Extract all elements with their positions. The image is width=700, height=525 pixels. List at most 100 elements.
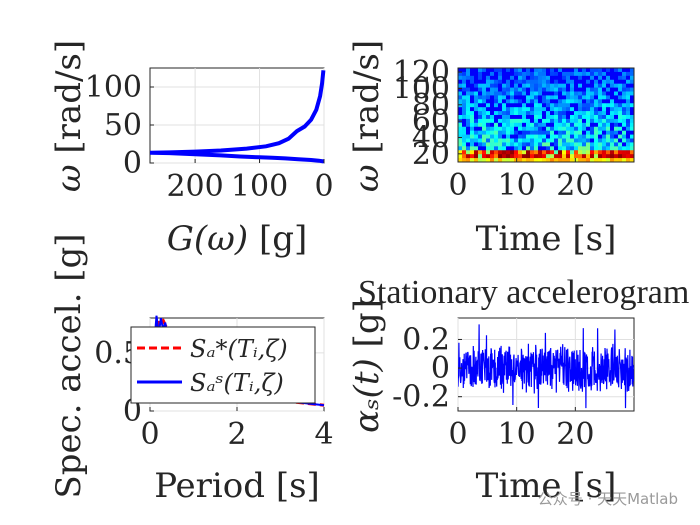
scalogram-cell bbox=[598, 99, 603, 104]
scalogram-cell bbox=[578, 154, 583, 159]
scalogram-cell bbox=[518, 95, 523, 100]
scalogram-cell bbox=[498, 150, 503, 155]
scalogram-cell bbox=[606, 134, 611, 140]
scalogram-cell bbox=[506, 75, 511, 81]
scalogram-cell bbox=[562, 158, 567, 162]
scalogram-cell bbox=[498, 103, 503, 108]
scalogram-cell bbox=[622, 68, 627, 73]
scalogram-cell bbox=[614, 130, 619, 136]
scalogram-cell bbox=[602, 134, 607, 140]
scalogram-cell bbox=[470, 99, 475, 104]
scalogram-cell bbox=[614, 142, 619, 147]
scalogram-cell bbox=[506, 126, 511, 132]
scalogram-cell bbox=[498, 138, 503, 144]
scalogram-cell bbox=[494, 95, 499, 100]
scalogram-cell bbox=[602, 154, 607, 159]
scalogram-cell bbox=[530, 142, 535, 147]
scalogram-cell bbox=[502, 154, 507, 159]
scalogram-cell bbox=[578, 91, 583, 97]
scalogram-cell bbox=[478, 103, 483, 108]
scalogram-cell bbox=[578, 83, 583, 89]
scalogram-cell bbox=[590, 122, 595, 128]
scalogram-cell bbox=[542, 68, 547, 73]
scalogram-cell bbox=[546, 75, 551, 81]
scalogram-cell bbox=[530, 126, 535, 132]
accelerogram-y-label: αₛ(t) [g] bbox=[347, 299, 387, 433]
scalogram-cell bbox=[534, 118, 539, 124]
scalogram-cell bbox=[530, 122, 535, 128]
scalogram-cell bbox=[602, 79, 607, 85]
scalogram-cell bbox=[578, 79, 583, 85]
scalogram-cell bbox=[538, 126, 543, 132]
scalogram-cell bbox=[590, 107, 595, 112]
scalogram-cell bbox=[502, 83, 507, 89]
scalogram-cell bbox=[458, 150, 463, 155]
scalogram-cell bbox=[550, 79, 555, 85]
scalogram-cell bbox=[482, 150, 487, 155]
scalogram-cell bbox=[530, 83, 535, 89]
scalogram-cell bbox=[466, 71, 471, 77]
scalogram-cell bbox=[554, 115, 559, 120]
scalogram-cell bbox=[514, 103, 519, 108]
scalogram-cell bbox=[462, 107, 467, 112]
scalogram-cell bbox=[550, 138, 555, 144]
scalogram-cell bbox=[510, 138, 515, 144]
scalogram-cell bbox=[534, 91, 539, 97]
scalogram-cell bbox=[578, 95, 583, 100]
scalogram-cell bbox=[618, 138, 623, 144]
scalogram-cell bbox=[530, 138, 535, 144]
scalogram-cell bbox=[610, 122, 615, 128]
scalogram-cell bbox=[610, 118, 615, 124]
scalogram-cell bbox=[614, 118, 619, 124]
scalogram-cell bbox=[526, 83, 531, 89]
x-tick-label: 0 bbox=[448, 417, 467, 452]
scalogram-cell bbox=[534, 150, 539, 155]
x-tick-label: 10 bbox=[498, 417, 536, 452]
scalogram-cell bbox=[466, 83, 471, 89]
scalogram-cell bbox=[558, 138, 563, 144]
scalogram-cell bbox=[526, 111, 531, 116]
scalogram-cell bbox=[522, 95, 527, 100]
scalogram-cell bbox=[626, 115, 631, 120]
psd-x-label: G(ω) [g] bbox=[167, 219, 308, 259]
scalogram-cell bbox=[558, 158, 563, 162]
scalogram-cell bbox=[606, 95, 611, 100]
scalogram-cell bbox=[630, 71, 634, 77]
scalogram-cell bbox=[566, 115, 571, 120]
scalogram-cell bbox=[574, 103, 579, 108]
scalogram-cell bbox=[590, 126, 595, 132]
scalogram-cell bbox=[610, 115, 615, 120]
watermark: 公众号 · 天天Matlab bbox=[537, 490, 678, 508]
scalogram-cell bbox=[570, 126, 575, 132]
scalogram-cell bbox=[530, 95, 535, 100]
scalogram-cell bbox=[474, 158, 479, 162]
scalogram-cell bbox=[618, 87, 623, 93]
scalogram-cell bbox=[462, 115, 467, 120]
scalogram-cell bbox=[538, 71, 543, 77]
scalogram-cells bbox=[458, 68, 634, 162]
scalogram-cell bbox=[462, 122, 467, 128]
scalogram-cell bbox=[618, 118, 623, 124]
scalogram-cell bbox=[490, 150, 495, 155]
scalogram-cell bbox=[570, 103, 575, 108]
scalogram-cell bbox=[470, 83, 475, 89]
scalogram-cell bbox=[482, 79, 487, 85]
scalogram-cell bbox=[526, 150, 531, 155]
scalogram-cell bbox=[566, 122, 571, 128]
scalogram-cell bbox=[606, 118, 611, 124]
scalogram-cell bbox=[606, 115, 611, 120]
scalogram-cell bbox=[486, 146, 491, 151]
scalogram-cell bbox=[538, 122, 543, 128]
scalogram-cell bbox=[526, 126, 531, 132]
scalogram-cell bbox=[458, 142, 463, 147]
scalogram-cell bbox=[506, 130, 511, 136]
scalogram-cell bbox=[482, 107, 487, 112]
scalogram-cell bbox=[466, 126, 471, 132]
scalogram-cell bbox=[518, 154, 523, 159]
scalogram-cell bbox=[498, 142, 503, 147]
scalogram-cell bbox=[526, 142, 531, 147]
scalogram-cell bbox=[474, 142, 479, 147]
spectrum-x-ticks: 0 2 4 bbox=[140, 407, 334, 452]
scalogram-cell bbox=[534, 158, 539, 162]
scalogram-cell bbox=[594, 146, 599, 151]
